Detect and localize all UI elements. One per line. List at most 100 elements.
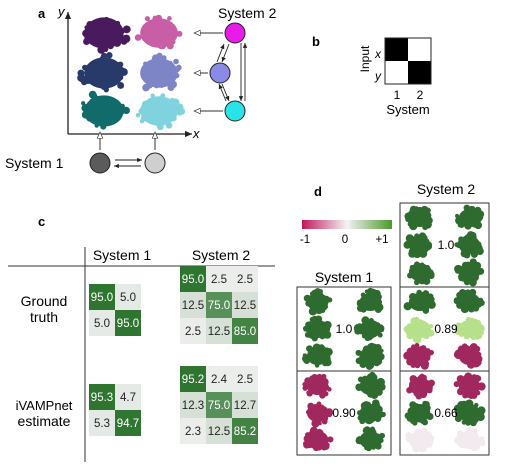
mode-cluster (302, 315, 332, 342)
system2-state-1 (224, 22, 246, 44)
matrix-cell-value: 95.0 (91, 292, 113, 304)
col-header-system2: System 2 (192, 247, 251, 263)
mode-cluster (302, 373, 332, 399)
mode-cluster (407, 261, 435, 286)
matrix-cell-value: 95.0 (182, 274, 204, 286)
mode-cluster (404, 400, 434, 426)
mode-cluster (454, 231, 484, 259)
matrix-cell-value: 12.5 (182, 300, 204, 312)
matrix-cell (180, 392, 206, 418)
system2-mode-3 (404, 372, 486, 453)
matrix-cell-value: 94.7 (117, 418, 139, 430)
input-matrix (385, 38, 431, 84)
mode-cluster (405, 427, 435, 453)
matrix-cell-value: 85.0 (234, 326, 256, 338)
input-axis-label: Input (358, 45, 372, 72)
matrix-cell (180, 366, 206, 392)
matrix-cell-value: 95.2 (182, 374, 204, 386)
system1-mode-value-2: 0.90 (332, 406, 356, 420)
system1-mode-2 (302, 371, 386, 452)
matrix-cell (115, 410, 141, 436)
col-header-system1: System 1 (93, 247, 152, 263)
mode-clusters (302, 204, 486, 453)
mode-cluster (302, 343, 333, 368)
matrix-cell (206, 366, 232, 392)
row-name-ground-1: Ground (21, 293, 68, 309)
system2-matrix-1: 95.0 2.5 2.5 12.5 75.0 12.5 2.5 12.5 85.0 (180, 266, 258, 344)
matrix-cell-value: 2.5 (185, 326, 201, 338)
matrix-cell (89, 284, 115, 310)
matrix-cell-value: 2.5 (237, 274, 253, 286)
system1-mode-value-1: 1.0 (336, 322, 353, 336)
panel-c-label: c (38, 214, 45, 229)
colorbar-tick-max: +1 (375, 234, 388, 246)
system2-mode-value-2: 0.89 (434, 322, 458, 336)
mode-cluster (406, 373, 435, 400)
colorbar (302, 220, 392, 229)
transition-arrow (221, 83, 230, 102)
mode-cluster (355, 426, 385, 452)
system1-matrix-2: 95.3 4.7 5.3 94.7 (89, 384, 141, 436)
system2-mode-value-3: 0.66 (434, 406, 458, 420)
matrix-cell (180, 292, 206, 318)
matrix-cell (206, 418, 232, 444)
row-name-estimate-2: estimate (18, 413, 71, 429)
matrix-cell-value: 85.2 (234, 426, 256, 438)
matrix-cell-value: 2.3 (185, 426, 201, 438)
matrix-cell (115, 284, 141, 310)
matrix-cell (180, 318, 206, 344)
cluster-right-3 (135, 93, 186, 131)
system2-mode-1 (403, 204, 485, 287)
mode-cluster (453, 288, 485, 314)
matrix-cell-value: 2.4 (211, 374, 228, 386)
mode-cluster (353, 316, 385, 342)
mode-cluster (453, 399, 486, 427)
system2-label-a: System 2 (218, 5, 277, 21)
matrix-cell-value: 5.0 (120, 292, 136, 304)
system2-matrix-2: 95.2 2.4 2.5 12.3 75.0 12.7 2.3 12.5 85.2 (180, 366, 258, 444)
colorbar-tick-min: -1 (300, 234, 310, 246)
cluster-left-2 (77, 52, 128, 93)
mode-cluster (453, 372, 486, 399)
system1-mode-1 (302, 287, 385, 370)
mode-cluster (303, 288, 333, 316)
matrix-cell (115, 384, 141, 410)
mode-cluster (403, 232, 433, 259)
input-matrix-cell (385, 61, 408, 84)
input-matrix-cell (408, 61, 431, 84)
system1-label-a: System 1 (5, 155, 64, 171)
mode-cluster (356, 287, 384, 313)
mode-cluster (305, 401, 334, 428)
mode-cluster (455, 204, 485, 230)
matrix-cell-value: 5.0 (94, 318, 110, 330)
system2-label-d: System 2 (417, 181, 476, 197)
matrix-cell (180, 266, 206, 292)
matrix-cell (232, 366, 258, 392)
matrix-cell-value: 95.0 (117, 318, 139, 330)
colorbar-tick-mid: 0 (342, 234, 348, 246)
row-name-estimate-1: iVAMPnet (16, 398, 73, 413)
mode-cluster (355, 371, 386, 399)
matrix-cell-value: 12.5 (208, 426, 230, 438)
system2-state-3 (224, 100, 246, 122)
matrix-cell (232, 292, 258, 318)
matrix-cell (232, 392, 258, 418)
matrix-cell (206, 266, 232, 292)
matrix-cell (206, 392, 232, 418)
system2-mode-box-3 (399, 370, 490, 456)
system1-mode-box-2 (296, 370, 392, 456)
mode-cluster (453, 427, 486, 452)
system1-matrix-1: 95.0 5.0 5.0 95.0 (89, 284, 141, 336)
panel-d-label: d (314, 184, 322, 199)
system1-label-d: System 1 (315, 269, 374, 285)
matrix-cell (206, 292, 232, 318)
x-axis-label: x (192, 126, 200, 141)
matrix-cell-value: 12.5 (234, 300, 256, 312)
mode-cluster (403, 316, 435, 344)
matrix-cell (232, 318, 258, 344)
matrix-cell-value: 2.5 (237, 374, 253, 386)
cluster-grid (77, 14, 186, 131)
matrix-cell-value: 5.3 (94, 418, 110, 430)
cluster-left-1 (82, 16, 131, 54)
